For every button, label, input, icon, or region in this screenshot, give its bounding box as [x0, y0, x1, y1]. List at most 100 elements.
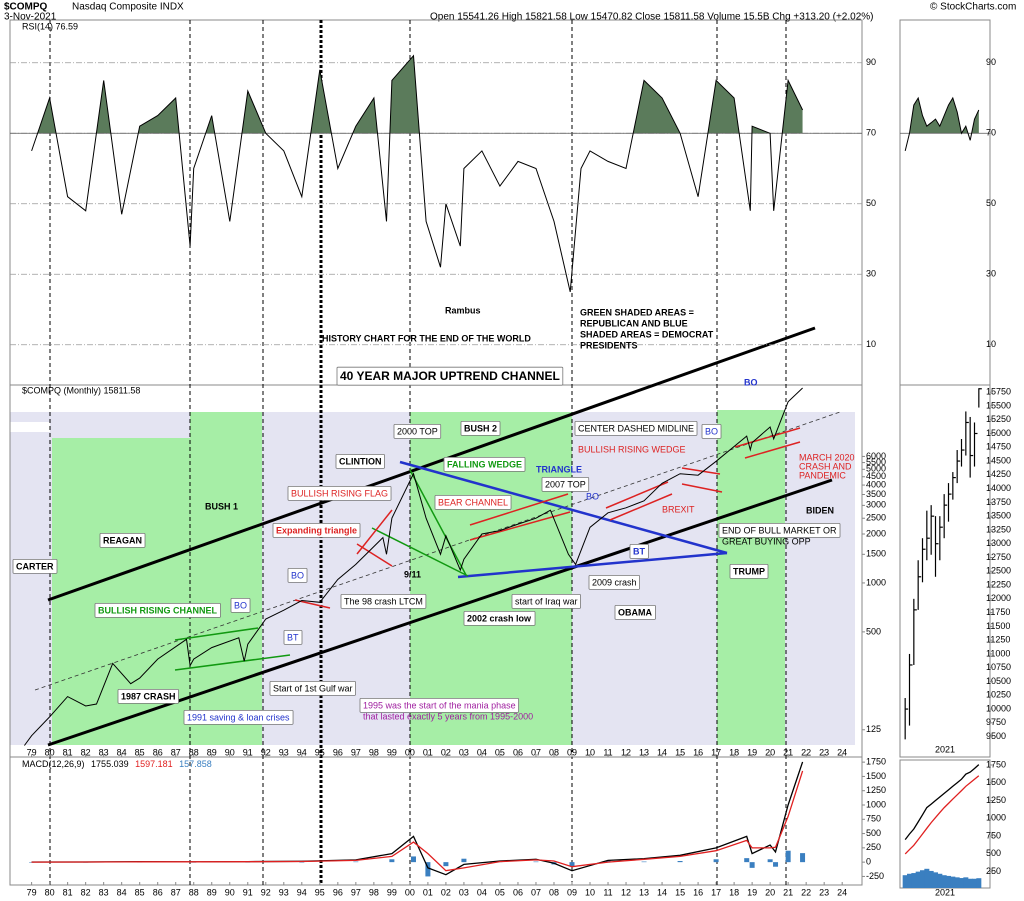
histogram-bar — [950, 876, 956, 888]
y-tick-label: 14500 — [986, 455, 1011, 465]
x-tick-label: 81 — [63, 887, 73, 897]
x-tick-label: 80 — [45, 887, 55, 897]
x-tick-label: 05 — [495, 747, 505, 757]
x-tick-label: 19 — [747, 747, 757, 757]
annotation: CLINTION — [339, 456, 382, 466]
histogram-bar — [937, 873, 943, 888]
x-tick-label: 22 — [801, 747, 811, 757]
annotation-box — [340, 593, 427, 609]
x-tick-label: 88 — [189, 887, 199, 897]
annotation: BULLISH RISING FLAG — [291, 488, 388, 498]
y-tick-label: 11750 — [986, 607, 1010, 617]
y-tick-label: 14750 — [986, 442, 1011, 452]
rising-channel-line — [174, 627, 259, 641]
x-tick-label: 87 — [171, 747, 181, 757]
x-tick-label: 20 — [765, 887, 775, 897]
annotation-box — [12, 558, 58, 574]
annotation-box — [463, 610, 536, 626]
x-tick-label: 13 — [639, 887, 649, 897]
histogram-bar — [924, 868, 930, 888]
x-tick-label: 10 — [585, 747, 595, 757]
panel-title: RSI(14) 76.59 — [22, 21, 78, 31]
histogram-bar — [920, 870, 925, 888]
annotation-box — [335, 453, 385, 469]
y-tick-label: 70 — [986, 128, 996, 138]
macd-last: 1755.039 — [91, 759, 129, 769]
y-tick-label: 6000 — [866, 451, 886, 461]
histogram-bar — [963, 877, 969, 888]
annotation-box — [443, 456, 526, 472]
x-tick-label: 06 — [513, 747, 523, 757]
macd-frame — [9, 756, 863, 886]
x-tick-label: 94 — [297, 887, 307, 897]
annotation: REAGAN — [103, 535, 142, 545]
y-tick-label: 1000 — [866, 799, 886, 809]
x-tick-label: 18 — [729, 747, 739, 757]
y-tick-label: 750 — [986, 830, 1001, 840]
annotation: 2000 TOP — [397, 426, 438, 436]
y-tick-label: 500 — [986, 848, 1001, 858]
annotation-box — [183, 709, 294, 725]
symbol: $COMPQ — [4, 2, 48, 13]
series-line — [904, 775, 980, 855]
x-tick-label: 92 — [261, 887, 271, 897]
y-tick-label: 15000 — [986, 428, 1011, 438]
y-tick-label: 4000 — [866, 479, 886, 489]
x-tick-label: 85 — [135, 887, 145, 897]
x-tick-label: 97 — [351, 747, 361, 757]
x-tick-label: 89 — [207, 747, 217, 757]
y-tick-label: 90 — [986, 57, 996, 67]
y-tick-label: 11000 — [986, 648, 1010, 658]
y-tick-label: 11250 — [986, 635, 1010, 645]
y-tick-label: 9500 — [986, 731, 1006, 741]
flag-line — [681, 467, 721, 475]
histogram-bar — [749, 862, 755, 868]
x-tick-label: 83 — [99, 747, 109, 757]
series-line — [31, 54, 804, 293]
y-tick-label: 0 — [866, 857, 871, 867]
x-tick-label: 05 — [495, 887, 505, 897]
annotation: BO — [705, 426, 718, 436]
x-tick-label: 04 — [477, 887, 487, 897]
x-tick-label: 14 — [657, 887, 667, 897]
x-tick-label: 08 — [549, 747, 559, 757]
annotation-box — [99, 532, 146, 548]
annotation: BUSH 2 — [464, 423, 497, 433]
x-tick-label: 07 — [531, 887, 541, 897]
signal-last: 1597.181 — [135, 759, 173, 769]
y-tick-label: 1250 — [866, 785, 886, 795]
annotation-box — [336, 366, 564, 386]
histogram-bar — [773, 862, 779, 867]
annotation: BT — [287, 632, 299, 642]
y-tick-label: 90 — [866, 57, 876, 67]
x-tick-label: 81 — [63, 747, 73, 757]
x-tick-label: 09 — [567, 887, 577, 897]
x-tick-label: 92 — [261, 747, 271, 757]
x-tick-label: 12 — [621, 887, 631, 897]
x-tick-label: 95 — [315, 887, 325, 897]
x-tick-label: 06 — [513, 887, 523, 897]
series-line — [23, 387, 803, 746]
x-tick-label: 03 — [459, 887, 469, 897]
histogram-bar — [800, 853, 806, 863]
x-tick-label: 91 — [243, 747, 253, 757]
x-tick-label: 84 — [117, 747, 127, 757]
republican-area — [190, 412, 262, 745]
y-tick-label: 125 — [866, 724, 881, 734]
annotation: BEAR CHANNEL — [438, 497, 508, 507]
x-tick-label: 15 — [675, 887, 685, 897]
annotation: CRASH AND — [799, 461, 852, 471]
annotation: TRIANGLE — [536, 464, 582, 474]
x-tick-label: 22 — [801, 887, 811, 897]
x-tick-label: 13 — [639, 747, 649, 757]
panel — [23, 387, 803, 746]
histogram-bar — [353, 861, 359, 863]
x-tick-label: 93 — [279, 887, 289, 897]
series-line — [904, 764, 980, 840]
y-tick-label: 10000 — [986, 703, 1011, 713]
series-line — [904, 96, 980, 152]
annotation: 1987 CRASH — [121, 691, 176, 701]
overbought-shade — [905, 98, 979, 134]
x-axis-label: 2021 — [935, 744, 955, 754]
y-tick-label: 14250 — [986, 469, 1011, 479]
